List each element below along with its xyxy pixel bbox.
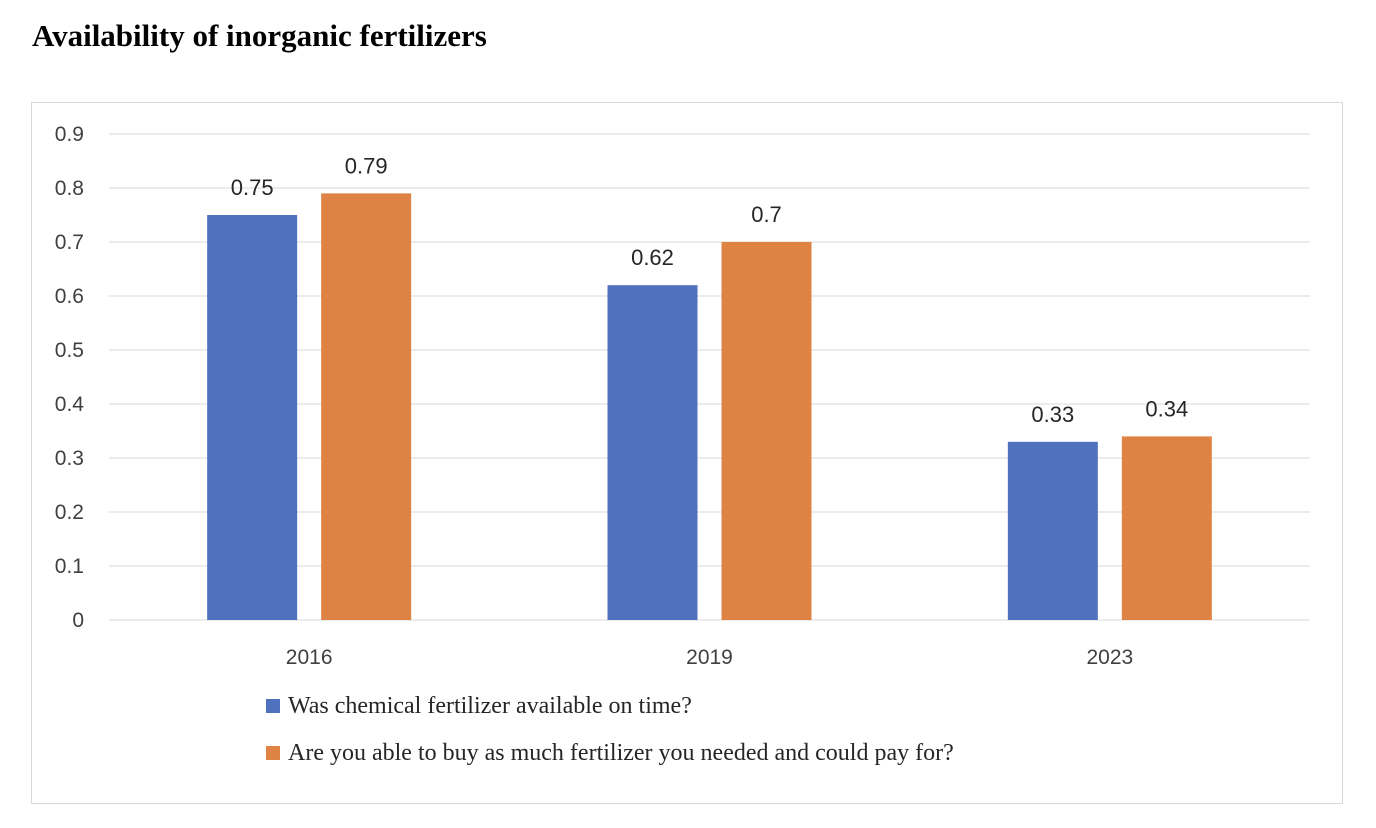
bar-series-1-2023: [1007, 441, 1098, 620]
x-axis-ticks: 2016 2019 2023: [286, 646, 1133, 669]
y-tick-label: 0.4: [55, 393, 85, 416]
data-label: 0.34: [1145, 396, 1188, 421]
data-label: 0.62: [631, 245, 674, 270]
bar-series-2-2019: [721, 242, 812, 620]
bar-series-1-2016: [207, 215, 298, 620]
y-tick-label: 0.3: [55, 447, 84, 470]
y-tick-label: 0.6: [55, 285, 84, 308]
legend-label-series-2: Are you able to buy as much fertilizer y…: [288, 739, 954, 766]
x-tick-label: 2016: [286, 646, 333, 669]
y-tick-label: 0.1: [55, 555, 84, 578]
data-label: 0.75: [231, 175, 274, 200]
bar-series-1-2019: [607, 285, 698, 620]
page-title: Availability of inorganic fertilizers: [32, 18, 487, 53]
legend-label-series-1: Was chemical fertilizer available on tim…: [288, 692, 692, 719]
y-tick-label: 0.5: [55, 339, 84, 362]
y-tick-label: 0.9: [55, 123, 84, 146]
legend: Was chemical fertilizer available on tim…: [266, 693, 954, 787]
bar-series-2-2016: [321, 193, 412, 620]
data-label: 0.33: [1031, 402, 1074, 427]
gridlines: [109, 133, 1310, 621]
y-tick-label: 0.7: [55, 231, 84, 254]
y-tick-label: 0.8: [55, 177, 84, 200]
legend-swatch-series-2: [266, 746, 280, 760]
y-tick-label: 0: [72, 609, 84, 632]
bars: [207, 193, 1212, 620]
legend-item-series-2: Are you able to buy as much fertilizer y…: [266, 740, 954, 766]
x-tick-label: 2023: [1086, 646, 1133, 669]
bar-series-2-2023: [1121, 436, 1212, 620]
y-axis-ticks: 0 0.1 0.2 0.3 0.4 0.5 0.6 0.7 0.8 0.9: [55, 123, 85, 632]
legend-item-series-1: Was chemical fertilizer available on tim…: [266, 693, 954, 719]
data-labels: 0.75 0.79 0.62 0.7 0.33 0.34: [231, 153, 1188, 426]
x-tick-label: 2019: [686, 646, 733, 669]
data-label: 0.7: [751, 202, 782, 227]
legend-swatch-series-1: [266, 699, 280, 713]
data-label: 0.79: [345, 153, 388, 178]
y-tick-label: 0.2: [55, 501, 84, 524]
